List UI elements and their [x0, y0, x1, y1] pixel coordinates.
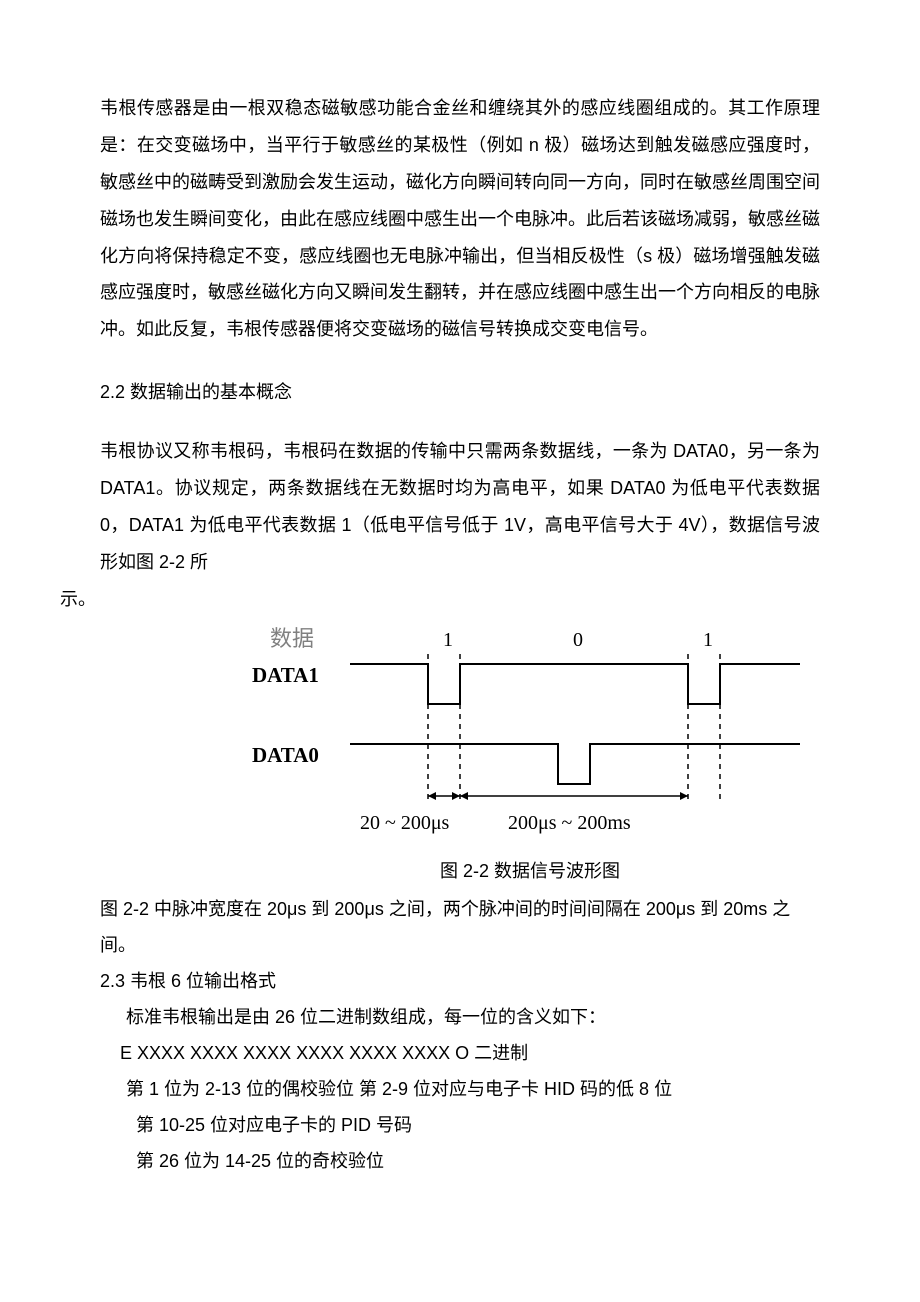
label-pulse-width: 20 ~ 200μs [360, 812, 450, 834]
line-bit10-25-desc: 第 10-25 位对应电子卡的 PID 号码 [100, 1107, 820, 1143]
line-standard-output: 标准韦根输出是由 26 位二进制数组成，每一位的含义如下： [100, 999, 820, 1035]
dim-gap-arrow-r [680, 792, 688, 800]
line-binary-pattern: E XXXX XXXX XXXX XXXX XXXX XXXX O 二进制 [100, 1035, 820, 1071]
heading-2-3: 2.3 韦根 6 位输出格式 [100, 963, 820, 999]
label-bit-1a: 1 [443, 629, 453, 651]
paragraph-pulse-desc: 图 2-2 中脉冲宽度在 20μs 到 200μs 之间，两个脉冲间的时间间隔在… [100, 891, 820, 963]
heading-2-2: 2.2 数据输出的基本概念 [100, 374, 820, 411]
paragraph-protocol-intro: 韦根协议又称韦根码，韦根码在数据的传输中只需两条数据线，一条为 DATA0，另一… [100, 433, 820, 581]
label-bit-1b: 1 [703, 629, 713, 651]
label-bit-0: 0 [573, 629, 583, 651]
line-bit26-desc: 第 26 位为 14-25 位的奇校验位 [100, 1143, 820, 1179]
label-data1: DATA1 [252, 663, 319, 687]
line-bit1-desc: 第 1 位为 2-13 位的偶校验位 第 2-9 位对应与电子卡 HID 码的低… [100, 1071, 820, 1107]
dim-gap-arrow-l [460, 792, 468, 800]
dim-pulse-arrow-l [428, 792, 436, 800]
figure-2-2-waveform: 数据 1 0 1 DATA1 DATA0 20 ~ 200μs 200μs ~ … [100, 624, 820, 849]
figure-caption: 图 2-2 数据信号波形图 [100, 853, 820, 889]
label-data0: DATA0 [252, 743, 319, 767]
dim-pulse-arrow-r [452, 792, 460, 800]
waveform-data1 [350, 664, 800, 704]
label-data-column: 数据 [270, 626, 314, 651]
paragraph-protocol-intro-tail: 示。 [60, 581, 820, 618]
label-gap-width: 200μs ~ 200ms [508, 812, 631, 834]
waveform-data0 [350, 744, 800, 784]
paragraph-sensor-principle: 韦根传感器是由一根双稳态磁敏感功能合金丝和缠绕其外的感应线圈组成的。其工作原理是… [100, 90, 820, 348]
